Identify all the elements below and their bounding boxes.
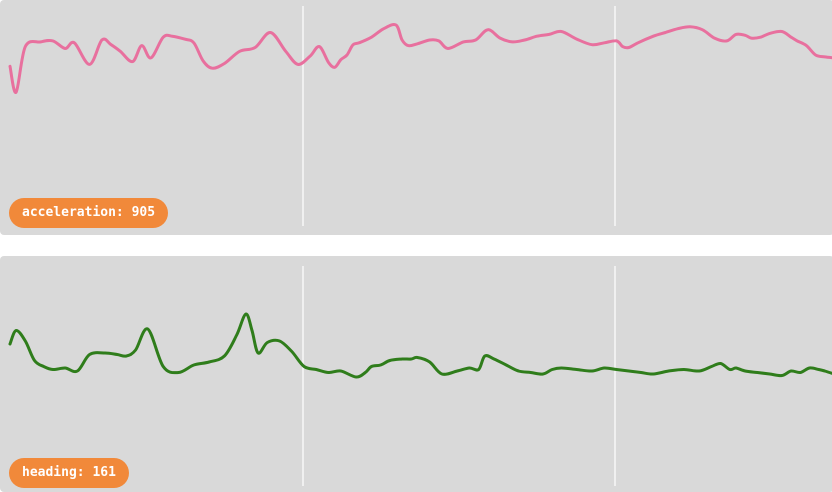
acceleration-value: 905: [131, 205, 156, 220]
heading-chart-panel: heading: 161: [0, 256, 832, 492]
acceleration-chart-panel: acceleration: 905: [0, 0, 832, 235]
heading-label: heading: [22, 465, 77, 480]
acceleration-label: acceleration: [22, 205, 116, 220]
acceleration-series-line: [8, 22, 832, 94]
heading-series-line: [8, 312, 832, 379]
acceleration-chart: [8, 6, 832, 226]
heading-badge: heading: 161: [9, 458, 129, 488]
heading-chart: [8, 266, 832, 486]
acceleration-badge: acceleration: 905: [9, 198, 169, 228]
heading-value: 161: [92, 465, 116, 480]
